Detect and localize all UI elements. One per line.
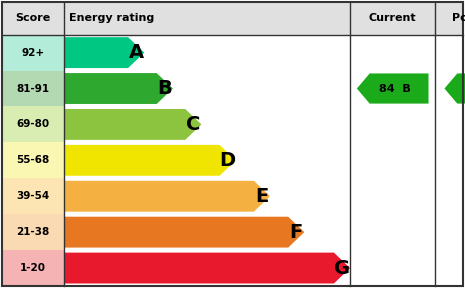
Text: 1-20: 1-20	[20, 263, 46, 273]
Polygon shape	[64, 37, 144, 68]
Bar	[2, 214, 64, 250]
Bar	[2, 250, 64, 286]
Text: 92+: 92+	[21, 48, 45, 58]
Text: Current: Current	[369, 13, 417, 23]
Text: 55-68: 55-68	[16, 155, 50, 165]
Polygon shape	[64, 253, 350, 283]
Bar	[2, 107, 64, 142]
Polygon shape	[357, 73, 429, 104]
Text: Potential: Potential	[452, 13, 465, 23]
Text: 81-91: 81-91	[17, 84, 50, 94]
Text: E: E	[255, 187, 269, 206]
Text: A: A	[129, 43, 144, 62]
Text: Energy rating: Energy rating	[69, 13, 154, 23]
Polygon shape	[64, 217, 304, 248]
Polygon shape	[64, 73, 173, 104]
Text: 84  B: 84 B	[379, 84, 411, 94]
Bar	[2, 35, 64, 71]
Text: 21-38: 21-38	[16, 227, 50, 237]
Text: Score: Score	[15, 13, 51, 23]
Text: C: C	[186, 115, 200, 134]
Bar	[2, 142, 64, 178]
Polygon shape	[445, 73, 465, 104]
Polygon shape	[64, 145, 236, 176]
Bar	[2, 2, 463, 35]
Polygon shape	[64, 181, 270, 212]
Text: D: D	[219, 151, 236, 170]
Text: 39-54: 39-54	[16, 191, 50, 201]
Text: 69-80: 69-80	[17, 120, 50, 129]
Text: G: G	[334, 259, 350, 278]
Bar	[2, 178, 64, 214]
Text: F: F	[290, 223, 303, 242]
Polygon shape	[64, 109, 201, 140]
Text: B: B	[157, 79, 172, 98]
Bar	[2, 71, 64, 107]
